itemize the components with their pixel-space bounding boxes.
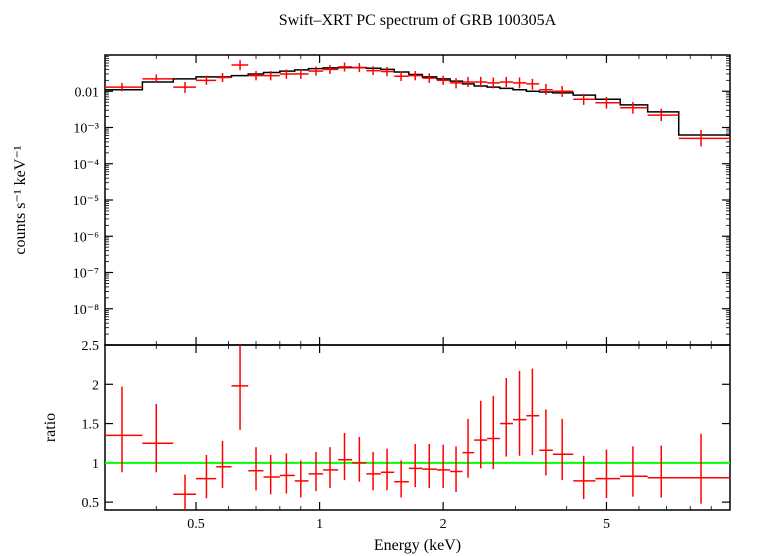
x-tick-label: 0.5 (187, 517, 205, 532)
chart-title: Swift–XRT PC spectrum of GRB 100305A (279, 12, 557, 29)
y-tick-label-bottom: 1.5 (82, 418, 100, 433)
y-tick-label-top: 10⁻⁸ (73, 303, 99, 318)
chart-svg: Swift–XRT PC spectrum of GRB 100305A 0.5 1… (0, 0, 758, 556)
y-tick-label-bottom: 2.5 (82, 339, 100, 354)
x-tick-label: 5 (603, 517, 610, 532)
bottom-panel-content (105, 333, 730, 510)
top-panel-border (105, 55, 730, 345)
x-axis-label: Energy (keV) (374, 537, 461, 554)
y-tick-label-top: 10⁻⁶ (73, 230, 99, 245)
y-tick-label-bottom: 2 (92, 378, 99, 393)
bottom-panel-border (105, 345, 730, 510)
y-tick-label-bottom: 1 (92, 457, 99, 472)
top-panel-content (105, 60, 730, 146)
chart-container: Swift–XRT PC spectrum of GRB 100305A 0.5 1… (0, 0, 758, 556)
y-axis-label-bottom: ratio (42, 413, 59, 442)
y-tick-label-top: 10⁻⁷ (73, 267, 99, 282)
model-step-line (105, 68, 730, 135)
x-tick-label: 1 (316, 517, 323, 532)
x-tick-label: 2 (440, 517, 447, 532)
y-tick-label-top: 10⁻³ (73, 122, 99, 137)
y-tick-label-bottom: 0.5 (82, 496, 100, 511)
y-tick-label-top: 0.01 (75, 85, 100, 100)
y-tick-label-top: 10⁻⁴ (73, 158, 99, 173)
y-axis-label-top: counts s⁻¹ keV⁻¹ (12, 145, 29, 254)
y-tick-label-top: 10⁻⁵ (73, 194, 99, 209)
